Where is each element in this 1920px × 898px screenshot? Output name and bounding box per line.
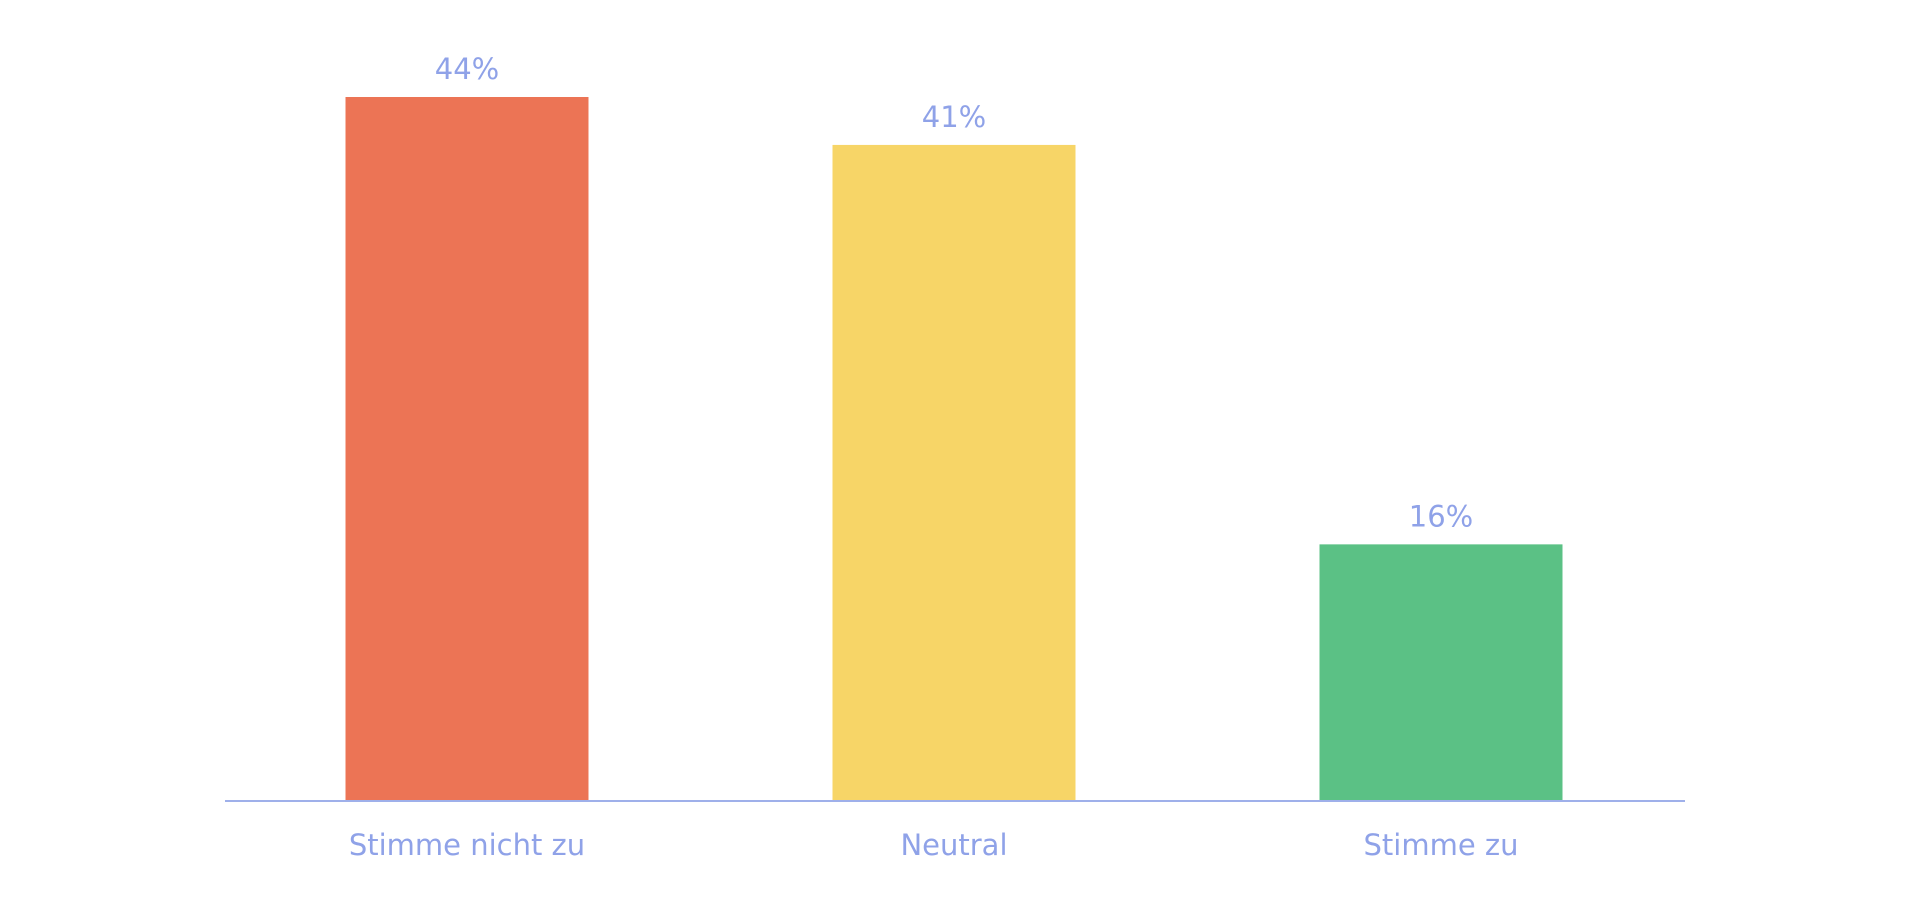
x-tick-label-2: Neutral	[900, 828, 1007, 862]
x-tick-label-3: Stimme zu	[1364, 828, 1519, 862]
bars-group	[345, 97, 1563, 800]
bar-2	[832, 144, 1076, 800]
value-labels-group: 44% 41% 16%	[435, 52, 1473, 533]
x-tick-label-1: Stimme nicht zu	[349, 828, 585, 862]
value-label-3: 16%	[1409, 499, 1473, 533]
value-label-2: 41%	[922, 100, 986, 134]
bar-1	[345, 97, 589, 800]
x-tick-labels-group: Stimme nicht zu Neutral Stimme zu	[349, 828, 1519, 862]
value-label-1: 44%	[435, 52, 499, 86]
bar-3	[1319, 544, 1563, 800]
